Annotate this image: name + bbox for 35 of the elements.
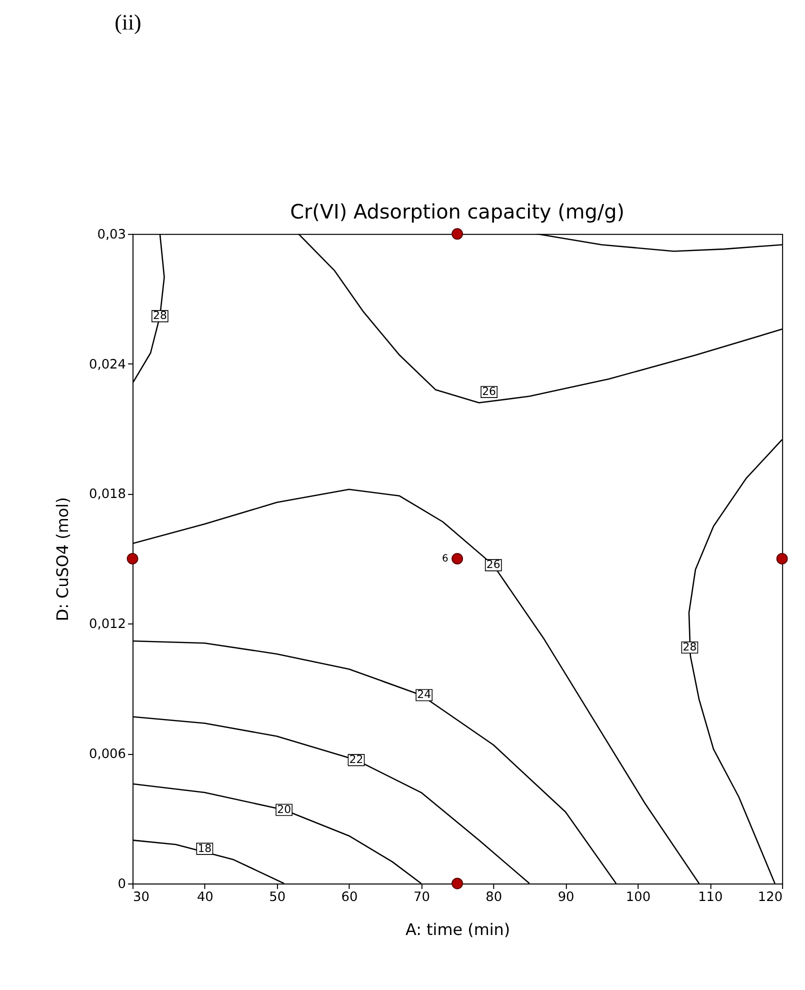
x-tick-label: 120 bbox=[758, 890, 783, 905]
text: (ii) bbox=[114, 10, 142, 35]
x-tick-label: 30 bbox=[133, 890, 150, 905]
y-tick-label: 0 bbox=[118, 876, 126, 892]
line-series bbox=[132, 840, 285, 884]
point bbox=[126, 552, 138, 564]
annotation: 20 bbox=[277, 802, 292, 816]
y-tick-label: 0,012 bbox=[88, 617, 126, 632]
point bbox=[452, 552, 464, 564]
x-tick-label: 80 bbox=[486, 890, 502, 905]
annotation: 6 bbox=[442, 554, 448, 565]
point bbox=[452, 228, 464, 240]
annotation: 28 bbox=[152, 309, 167, 322]
y-tick-label: 0,006 bbox=[88, 747, 126, 762]
x-tick-label: 60 bbox=[341, 890, 358, 905]
y-axis-title: D: CuSO4 (mol) bbox=[53, 497, 72, 622]
x-tick-label: 90 bbox=[558, 890, 574, 905]
annotation: 24 bbox=[417, 688, 432, 702]
x-tick-label: 70 bbox=[413, 890, 430, 905]
x-tick-label: 50 bbox=[269, 890, 286, 905]
x-tick-label: 40 bbox=[196, 890, 214, 905]
x-tick-label: 100 bbox=[626, 890, 651, 905]
point bbox=[452, 878, 464, 890]
chart-title: Cr(VI) Adsorption capacity (mg/g) bbox=[290, 200, 625, 224]
annotation: 26 bbox=[486, 558, 500, 572]
x-axis-title: A: time (min) bbox=[405, 920, 510, 939]
annotation: 28 bbox=[682, 640, 697, 654]
annotation: 26 bbox=[482, 384, 496, 398]
y-tick-label: 0,024 bbox=[88, 357, 126, 372]
annotation: 18 bbox=[198, 842, 212, 855]
y-tick-label: 0,03 bbox=[97, 227, 126, 242]
x-tick-label: 110 bbox=[698, 890, 723, 905]
annotation: 22 bbox=[349, 753, 364, 766]
point bbox=[776, 552, 788, 564]
y-tick-label: 0,018 bbox=[88, 487, 126, 502]
